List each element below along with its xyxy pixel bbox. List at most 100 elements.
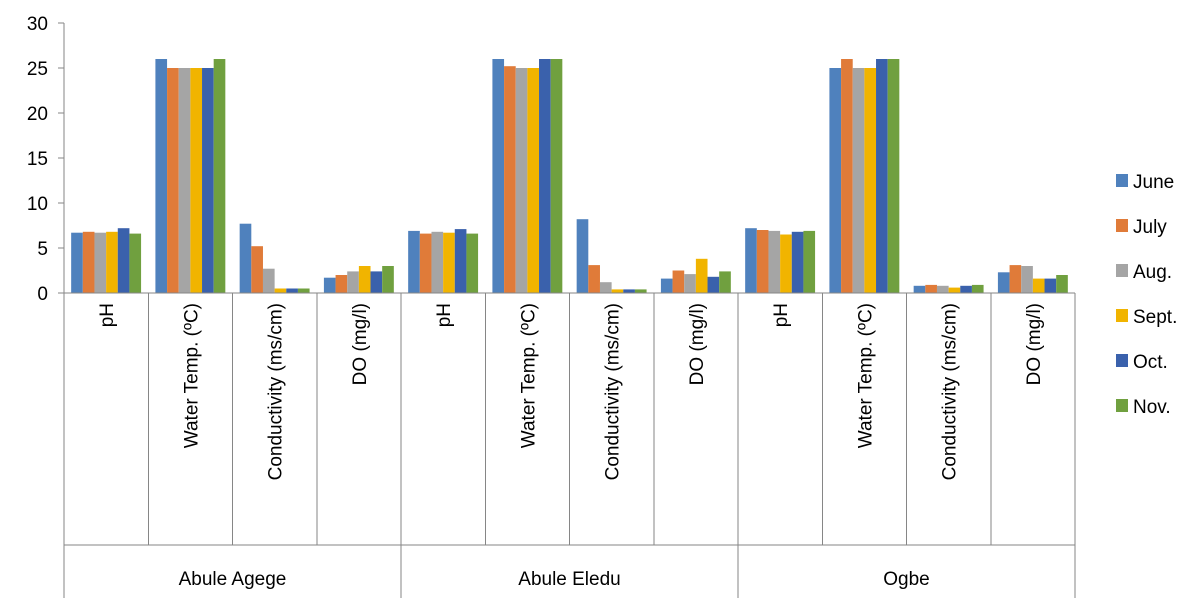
bar-aug-8 [768, 230, 781, 293]
bar-july-10 [925, 284, 937, 293]
bar-sept-3 [358, 266, 371, 293]
legend-label: Nov. [1133, 397, 1171, 418]
bar-july-4 [419, 233, 432, 293]
category-label: Conductivity (ms/cm) [940, 303, 961, 480]
bar-aug-7 [684, 274, 696, 293]
bar-oct-0 [117, 228, 130, 293]
bar-sept-7 [695, 258, 708, 293]
bar-july-7 [672, 270, 685, 293]
bar-aug-3 [347, 271, 359, 293]
bar-sept-8 [780, 234, 792, 293]
bar-july-9 [841, 59, 853, 293]
bar-aug-6 [599, 282, 612, 293]
bar-june-6 [576, 219, 589, 293]
bar-july-0 [82, 231, 95, 293]
category-label: DO (mg/l) [350, 303, 371, 385]
y-tick-label: 0 [37, 284, 48, 305]
bar-sept-4 [443, 232, 455, 293]
category-label: Water Temp. (ºC) [181, 303, 202, 448]
bar-sept-11 [1032, 278, 1045, 293]
bar-oct-4 [454, 229, 467, 293]
legend-swatch [1116, 264, 1128, 277]
legend-swatch [1116, 309, 1128, 322]
bar-oct-6 [623, 289, 635, 293]
bar-nov-2 [297, 288, 310, 293]
bar-aug-2 [262, 268, 275, 293]
bar-sept-0 [106, 231, 118, 293]
bar-oct-5 [539, 59, 551, 293]
bar-nov-1 [213, 59, 226, 293]
bar-nov-8 [803, 230, 816, 293]
y-tick-label: 15 [27, 149, 48, 170]
category-label: Conductivity (ms/cm) [266, 303, 287, 480]
legend-label: Sept. [1133, 307, 1177, 328]
group-label: Ogbe [883, 569, 929, 590]
legend-swatch [1116, 399, 1128, 412]
category-label: DO (mg/l) [1024, 303, 1045, 385]
bar-oct-11 [1044, 278, 1057, 293]
bar-nov-0 [129, 233, 142, 293]
legend-label: Aug. [1133, 262, 1172, 283]
bar-july-8 [756, 230, 769, 293]
bar-aug-4 [431, 231, 444, 293]
bar-july-6 [588, 265, 600, 293]
bar-sept-5 [527, 68, 540, 293]
bar-july-1 [167, 68, 179, 293]
category-label: Conductivity (ms/cm) [603, 303, 624, 480]
category-label: DO (mg/l) [687, 303, 708, 385]
legend-label: June [1133, 172, 1174, 193]
bar-sept-1 [190, 68, 203, 293]
bar-nov-11 [1056, 275, 1068, 293]
y-tick-label: 5 [37, 239, 48, 260]
bar-july-2 [251, 246, 263, 293]
bar-june-0 [71, 232, 83, 293]
legend-swatch [1116, 174, 1128, 187]
legend-label: July [1133, 217, 1167, 238]
bar-oct-9 [876, 59, 888, 293]
bar-june-2 [239, 223, 252, 293]
y-tick-label: 10 [27, 194, 48, 215]
bar-nov-9 [887, 59, 900, 293]
legend-swatch [1116, 354, 1128, 367]
bar-aug-1 [178, 68, 191, 293]
category-label: pH [97, 303, 118, 327]
bar-oct-7 [707, 276, 720, 293]
group-label: Abule Eledu [518, 569, 620, 590]
bar-july-3 [335, 275, 348, 293]
bar-oct-1 [202, 68, 214, 293]
bar-june-3 [323, 277, 336, 293]
bar-aug-11 [1021, 266, 1033, 293]
legend-swatch [1116, 219, 1128, 232]
category-label: Water Temp. (ºC) [518, 303, 539, 448]
bar-sept-2 [274, 288, 287, 293]
y-tick-label: 20 [27, 104, 48, 125]
bar-oct-2 [286, 288, 298, 293]
bar-oct-3 [370, 271, 383, 293]
bar-june-11 [997, 272, 1010, 293]
bar-june-8 [745, 228, 757, 293]
bar-june-9 [829, 68, 842, 293]
bar-june-1 [155, 59, 168, 293]
bar-nov-10 [971, 284, 984, 293]
bar-nov-6 [634, 289, 647, 293]
bar-aug-9 [852, 68, 865, 293]
x-axis: pH Water Temp. (ºC) Conductivity (ms/cm) DO… [63, 292, 1076, 598]
bar-nov-7 [719, 271, 731, 293]
bar-oct-8 [791, 231, 804, 293]
category-label: pH [434, 303, 455, 327]
y-axis: 0 5 10 15 20 25 30 [27, 14, 65, 305]
bar-sept-9 [864, 68, 877, 293]
bar-sept-6 [611, 289, 624, 293]
bar-june-4 [408, 230, 420, 293]
y-tick-label: 30 [27, 14, 48, 35]
bar-nov-5 [550, 59, 563, 293]
category-label: Water Temp. (ºC) [855, 303, 876, 448]
bar-july-11 [1009, 265, 1022, 293]
bar-oct-10 [960, 285, 972, 293]
y-tick-label: 25 [27, 59, 48, 80]
bar-june-5 [492, 59, 505, 293]
legend-label: Oct. [1133, 352, 1168, 373]
category-label: pH [771, 303, 792, 327]
group-label: Abule Agege [179, 569, 287, 590]
